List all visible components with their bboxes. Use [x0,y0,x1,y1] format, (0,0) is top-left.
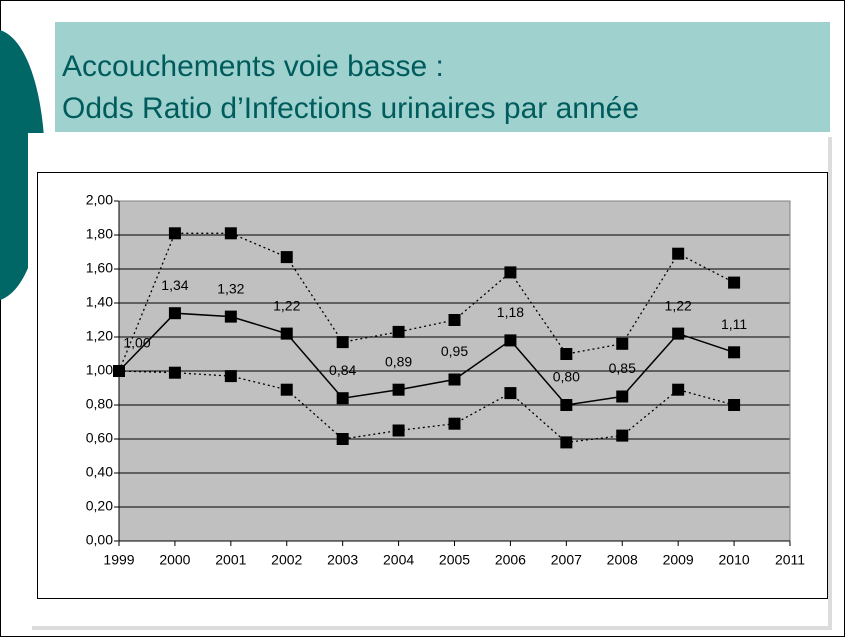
y-tick-label: 0,60 [86,430,113,446]
marker [616,337,629,350]
y-tick-label: 0,20 [86,498,113,514]
y-tick-label: 1,80 [86,226,113,242]
x-tick-label: 2010 [719,552,750,568]
marker [504,334,517,347]
marker [336,392,349,405]
x-tick-label: 2001 [215,552,246,568]
marker [672,383,685,396]
marker [280,383,293,396]
marker [392,325,405,338]
data-label: 1,18 [497,304,524,320]
data-label: 0,89 [385,353,412,369]
x-tick-label: 2006 [495,552,526,568]
marker [504,387,517,400]
series-line [118,232,735,372]
y-tick-label: 2,00 [86,192,113,208]
marker [392,424,405,437]
data-label: 1,34 [161,277,188,293]
title-line: Odds Ratio d’Infections urinaires par an… [62,92,639,125]
marker [168,366,181,379]
marker [224,227,237,240]
marker [392,383,405,396]
marker [560,348,573,360]
marker [560,436,573,449]
data-label: 1,11 [721,316,747,332]
y-tick-label: 1,20 [86,328,113,344]
y-tick-label: 1,40 [86,294,113,310]
title-line: Accouchements voie basse : [62,50,444,83]
x-tick-label: 2000 [159,552,190,568]
marker [224,370,237,383]
marker [560,399,573,411]
data-label: 0,80 [553,369,580,385]
marker [224,310,237,323]
x-tick-label: 1999 [103,552,134,568]
x-tick-label: 2004 [383,552,414,568]
y-tick-label: 0,80 [86,396,113,412]
data-label: 1,00 [123,335,150,351]
marker [168,307,181,320]
marker [616,390,629,403]
marker [448,373,461,386]
marker [336,433,349,445]
x-tick-label: 2009 [663,552,694,568]
data-label: 1,32 [217,280,244,296]
data-label: 0,84 [329,362,356,378]
x-tick-label: 2002 [271,552,302,568]
marker [616,429,629,442]
marker [672,247,685,260]
x-tick-label: 2008 [607,552,638,568]
marker [280,251,293,264]
marker [113,365,125,377]
x-tick-label: 2007 [551,552,582,568]
marker [336,336,349,349]
x-tick-label: 2011 [775,552,805,568]
y-tick-label: 1,60 [86,260,113,276]
data-label: 0,95 [441,343,468,359]
data-label: 1,22 [665,297,692,313]
data-label: 0,85 [609,360,636,376]
marker [728,346,741,359]
marker [280,327,293,340]
marker [168,227,181,240]
series-line [118,312,735,406]
marker [728,276,741,289]
x-tick-label: 2003 [327,552,358,568]
marker [728,399,741,411]
data-label: 1,22 [273,297,300,313]
y-tick-label: 0,00 [86,532,113,548]
marker [448,314,461,326]
x-tick-label: 2005 [439,552,470,568]
y-tick-label: 0,40 [86,464,113,480]
header-band [55,22,830,132]
y-tick-label: 1,00 [86,362,113,378]
marker [672,327,685,340]
marker [504,266,517,279]
marker [448,417,461,430]
